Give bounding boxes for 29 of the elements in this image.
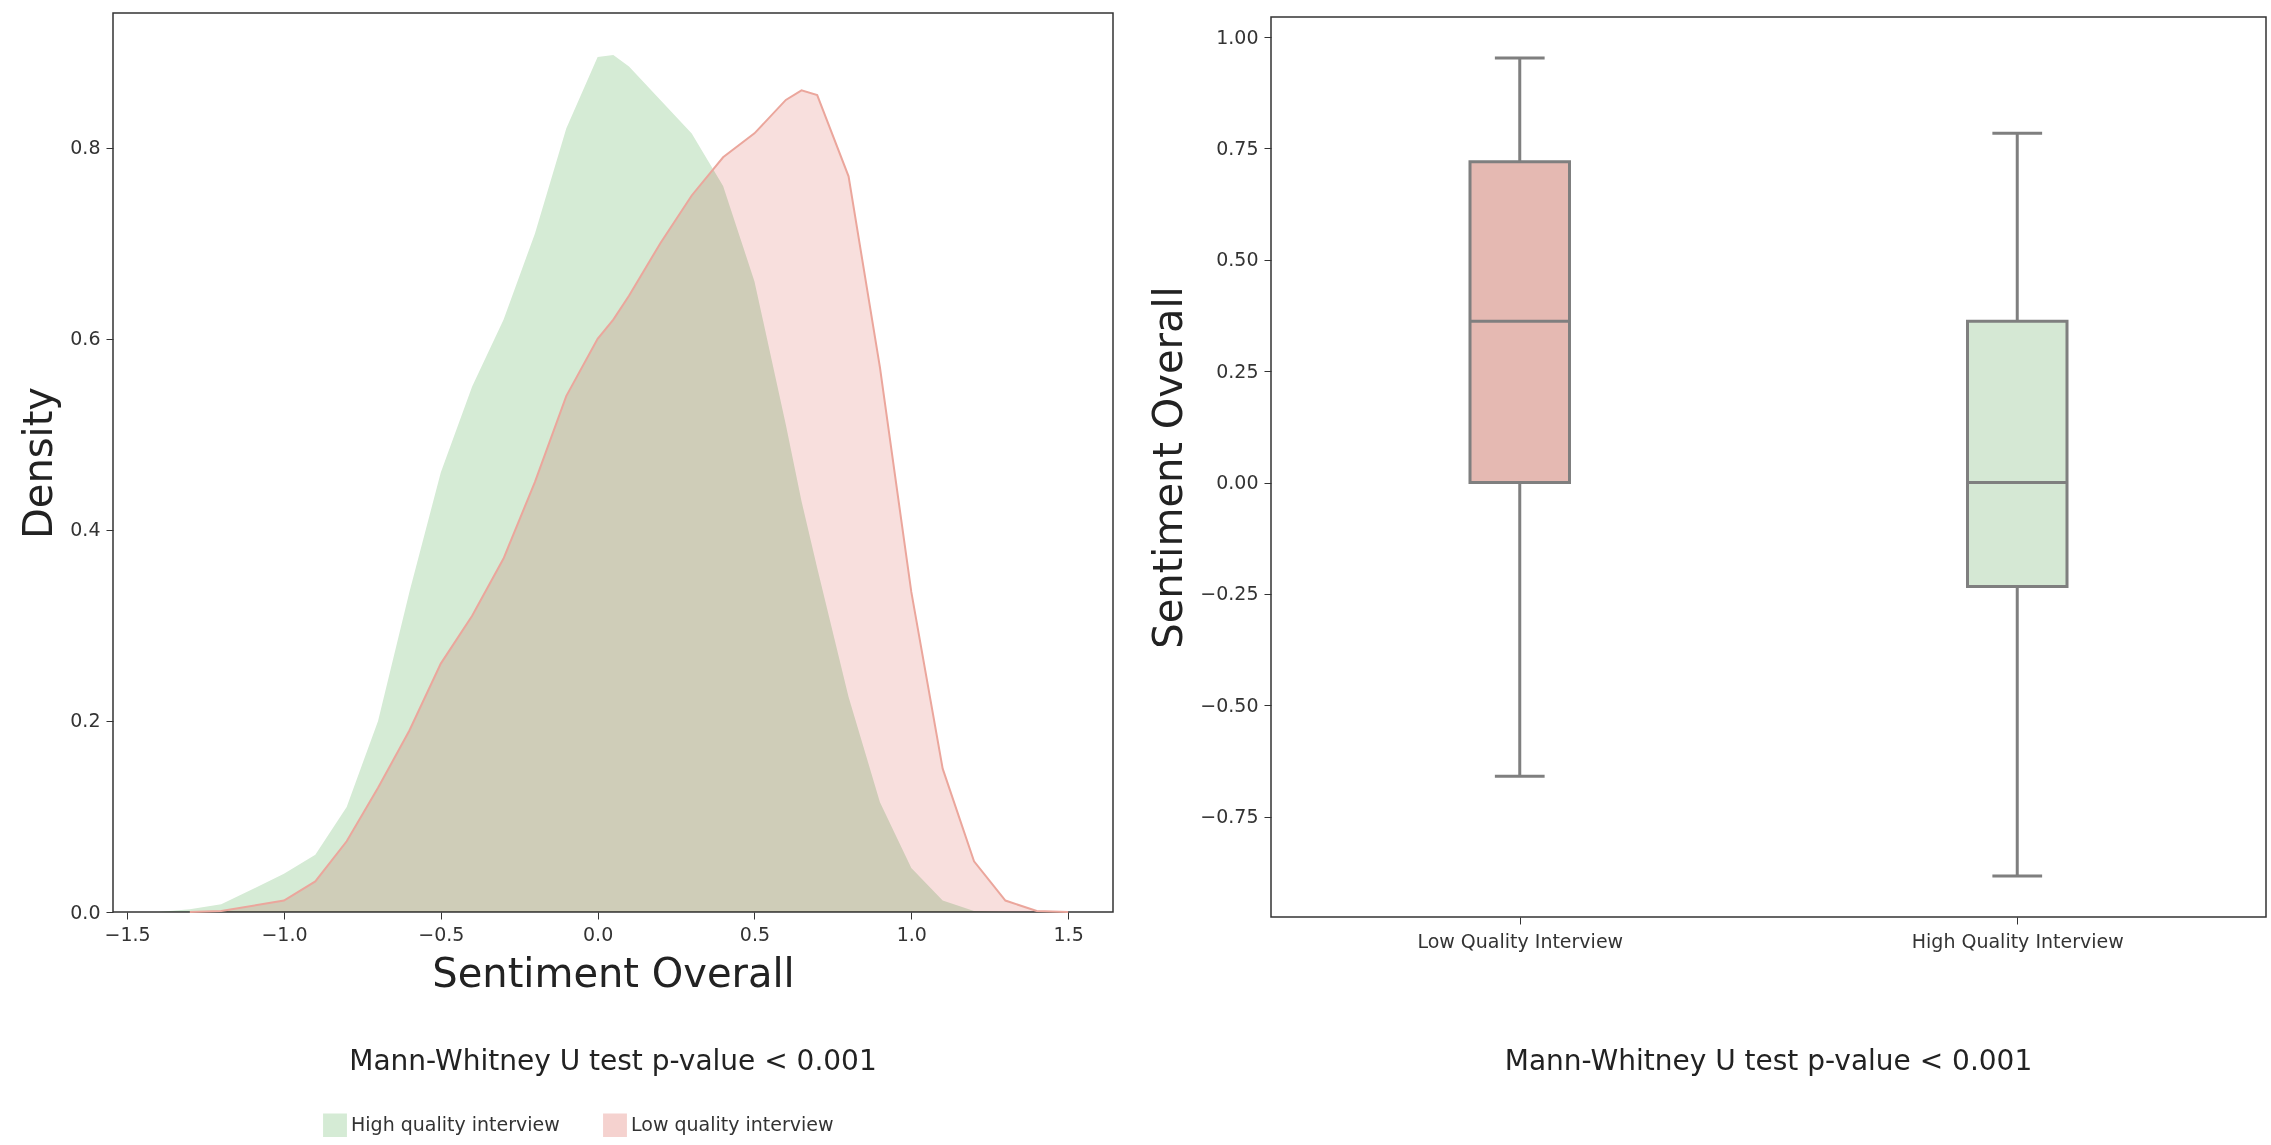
x-tick-label: High Quality Interview	[1911, 929, 2124, 952]
y-tick-label: 0.0	[70, 900, 101, 923]
text: Mann-Whitney U test p-value < 0.001	[349, 1044, 877, 1077]
y-tick-label: 0.00	[1216, 471, 1259, 494]
y-axis-title: Sentiment Overall	[1145, 286, 1192, 649]
y-tick-label: −0.75	[1200, 805, 1259, 828]
y-axis-title: Density	[15, 386, 62, 540]
x-tick-label: −0.5	[418, 922, 465, 945]
text: Mann-Whitney U test p-value < 0.001	[1504, 1044, 2033, 1077]
x-tick-label: Low Quality Interview	[1417, 929, 1624, 952]
x-tick-label: 1.5	[1053, 922, 1084, 945]
y-tick-label: 0.4	[70, 518, 101, 541]
y-tick-label: 0.2	[70, 709, 101, 732]
y-tick-label: 0.75	[1216, 136, 1259, 159]
y-tick-label: 0.50	[1216, 248, 1259, 271]
x-tick-label: −1.5	[104, 922, 151, 945]
y-tick-label: −0.25	[1200, 582, 1259, 605]
y-tick-label: 0.6	[70, 327, 101, 350]
x-tick-label: 1.0	[896, 922, 927, 945]
x-tick-label: 0.0	[583, 922, 614, 945]
x-tick-label: −1.0	[261, 922, 308, 945]
y-tick-label: −0.50	[1200, 693, 1259, 716]
x-tick-label: 0.5	[739, 922, 771, 945]
legend-label: Low quality interview	[631, 1113, 834, 1136]
legend-label: High quality interview	[351, 1113, 560, 1136]
y-tick-label: 1.00	[1216, 25, 1259, 48]
y-tick-label: 0.8	[70, 136, 101, 159]
x-axis-title: Sentiment Overall	[432, 949, 795, 996]
y-tick-label: 0.25	[1216, 359, 1259, 382]
